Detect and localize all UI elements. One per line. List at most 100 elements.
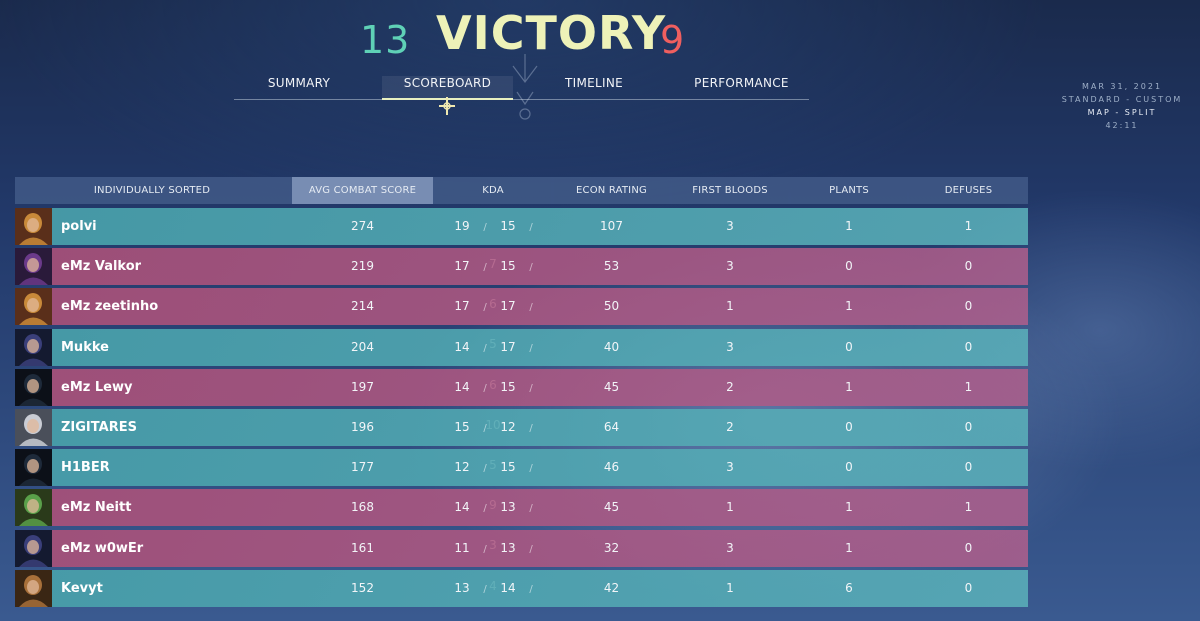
player-name: Kevyt [61, 580, 103, 596]
kda-separator: / [483, 302, 487, 314]
player-row[interactable]: eMz w0wEr 161 11/13/4 32 3 1 0 [15, 529, 1028, 593]
econ-rating-value: 45 [603, 500, 620, 515]
kills-value: 12 [454, 460, 470, 475]
column-econ-rating[interactable]: ECON RATING [554, 177, 669, 204]
deaths-value: 15 [500, 460, 516, 475]
player-name: eMz Valkor [61, 259, 142, 275]
tab-scoreboard[interactable]: SCOREBOARD [382, 76, 513, 100]
scoreboard-table: INDIVIDUALLY SORTED AVG COMBAT SCORE KDA… [15, 177, 1028, 621]
player-row[interactable]: polvi 274 19/15/7 107 3 1 1 [15, 208, 1028, 271]
mouse-cursor-icon [439, 97, 455, 115]
scoreboard-header: INDIVIDUALLY SORTED AVG COMBAT SCORE KDA… [15, 177, 1028, 204]
match-mode: STANDARD - CUSTOM [1061, 95, 1183, 104]
first-bloods-value: 1 [726, 299, 734, 314]
defuses-value: 0 [964, 580, 973, 595]
agent-portrait-icon [15, 489, 52, 527]
kda-value: 13 / 14 / 8 [435, 570, 551, 621]
defuses-value: 0 [964, 460, 973, 475]
kda-separator: / [483, 463, 487, 475]
player-row[interactable]: Mukke 204 14/17/6 40 3 0 0 [15, 328, 1028, 392]
column-avg-combat-score[interactable]: AVG COMBAT SCORE [292, 177, 433, 204]
first-bloods-value: 2 [726, 419, 734, 434]
plants-value: 1 [845, 500, 853, 515]
player-row[interactable]: ZIGITARES 196 15/12/5 64 2 0 0 [15, 408, 1028, 472]
plants-value: 1 [845, 299, 853, 314]
first-bloods-value: 3 [726, 259, 734, 274]
plants-value: 0 [845, 460, 853, 475]
player-name: eMz zeetinho [61, 299, 159, 315]
player-name: ZIGITARES [61, 419, 137, 435]
deaths-value: 15 [500, 219, 516, 233]
plants-value: 0 [845, 419, 853, 434]
column-defuses[interactable]: DEFUSES [909, 177, 1028, 204]
econ-rating-value: 53 [603, 259, 620, 274]
kills-value: 19 [454, 219, 470, 233]
column-kda[interactable]: KDA [435, 177, 551, 204]
first-bloods-value: 3 [726, 540, 734, 555]
plants-value: 0 [845, 339, 853, 354]
agent-portrait-icon [15, 408, 52, 446]
agent-portrait-icon [15, 368, 52, 406]
agent-portrait-icon [15, 569, 52, 607]
kda-separator: / [529, 262, 533, 274]
deaths-value: 15 [500, 259, 516, 274]
kda-separator: / [483, 262, 487, 274]
deaths-value: 13 [500, 540, 516, 555]
player-row[interactable]: H1BER 177 12/15/9 46 3 0 0 [15, 449, 1028, 512]
first-bloods-value: 3 [726, 219, 734, 233]
tab-summary[interactable]: SUMMARY [267, 76, 331, 90]
kda-separator: / [529, 583, 533, 595]
kda-separator: / [529, 422, 533, 434]
acs-value: 177 [351, 460, 374, 475]
column-sort-individual[interactable]: INDIVIDUALLY SORTED [15, 177, 289, 204]
player-row[interactable]: eMz Neitt 168 14 / 13 / 3 45 1 1 1 [15, 489, 1028, 552]
match-map: MAP - SPLIT [1087, 108, 1157, 117]
player-name: polvi [61, 219, 97, 234]
match-tabs: SUMMARY SCOREBOARD TIMELINE PERFORMANCE [234, 72, 809, 100]
econ-rating-value: 64 [603, 419, 620, 434]
kda-value: 17/17/5 [435, 288, 551, 351]
econ-rating-value: 32 [603, 540, 620, 555]
defuses-value: 0 [964, 299, 973, 314]
deaths-value: 14 [500, 580, 516, 595]
column-first-bloods[interactable]: FIRST BLOODS [672, 177, 788, 204]
deaths-value: 17 [500, 299, 516, 314]
column-plants[interactable]: PLANTS [791, 177, 907, 204]
player-row[interactable]: Kevyt 152 13 / 14 / 8 42 1 6 0 [15, 569, 1028, 621]
acs-value: 196 [351, 419, 374, 434]
plants-value: 1 [845, 379, 853, 394]
kda-separator: / [483, 422, 487, 434]
defuses-value: 0 [964, 540, 973, 555]
acs-value: 161 [351, 540, 374, 555]
kda-separator: / [483, 342, 487, 354]
player-row[interactable]: eMz Lewy 197 14/15/10 45 2 1 1 [15, 368, 1028, 432]
deaths-value: 15 [500, 379, 516, 394]
kda-separator: / [529, 543, 533, 555]
econ-rating-value: 50 [603, 299, 620, 314]
kda-separator: / [529, 463, 533, 475]
plants-value: 1 [845, 540, 853, 555]
tab-performance[interactable]: PERFORMANCE [694, 76, 789, 90]
player-row[interactable]: eMz zeetinho 214 17/17/5 50 1 1 0 [15, 288, 1028, 351]
player-row[interactable]: eMz Valkor 219 17/15/6 53 3 0 0 [15, 248, 1028, 311]
kills-value: 17 [454, 259, 470, 274]
match-date: MAR 31, 2021 [1081, 82, 1163, 91]
kda-value: 19/15/7 [435, 208, 551, 271]
player-name: eMz Neitt [61, 500, 132, 516]
kda-value: 14/13/3 [435, 489, 551, 552]
deaths-value: 12 [500, 419, 516, 434]
kills-value: 11 [454, 540, 470, 555]
agent-portrait-icon [15, 208, 52, 245]
kda-value: 15/12/5 [435, 409, 551, 472]
first-bloods-value: 1 [726, 580, 734, 595]
first-bloods-value: 2 [726, 379, 734, 394]
acs-value: 197 [351, 379, 374, 394]
match-duration: 42:11 [1105, 121, 1139, 130]
player-name: Mukke [61, 339, 109, 355]
kda-separator: / [529, 342, 533, 354]
first-bloods-value: 3 [726, 339, 734, 354]
agent-portrait-icon [15, 449, 52, 487]
tab-timeline[interactable]: TIMELINE [565, 76, 623, 90]
acs-value: 204 [351, 339, 374, 354]
kda-value: 12/15/9 [435, 449, 551, 512]
